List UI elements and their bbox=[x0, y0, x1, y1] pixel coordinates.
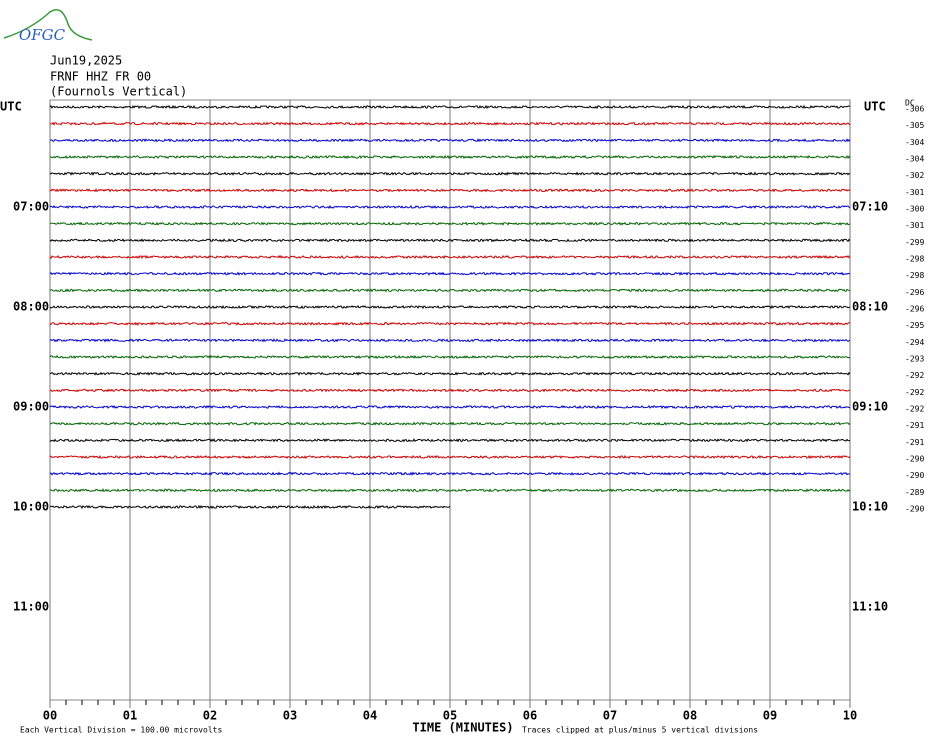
dc-value: -300 bbox=[905, 205, 924, 214]
left-axis-label: UTC bbox=[0, 100, 22, 114]
trace bbox=[49, 171, 851, 176]
trace bbox=[49, 338, 851, 343]
dc-value: -296 bbox=[905, 288, 924, 297]
hour-label: 09:10 bbox=[852, 400, 888, 414]
x-tick-label: 04 bbox=[363, 709, 377, 723]
trace bbox=[49, 238, 851, 243]
hour-label: 07:10 bbox=[852, 200, 888, 214]
x-tick-label: 03 bbox=[283, 709, 297, 723]
dc-value: -299 bbox=[905, 238, 924, 247]
dc-value: -298 bbox=[905, 255, 924, 264]
dc-value: -298 bbox=[905, 271, 924, 280]
trace bbox=[49, 271, 851, 276]
x-tick-label: 05 bbox=[443, 709, 457, 723]
dc-value: -292 bbox=[905, 405, 924, 414]
dc-value: -306 bbox=[905, 105, 924, 114]
x-tick-label: 02 bbox=[203, 709, 217, 723]
trace bbox=[49, 104, 851, 110]
dc-value: -294 bbox=[905, 338, 924, 347]
trace bbox=[49, 454, 851, 460]
dc-value: -302 bbox=[905, 171, 924, 180]
dc-value: -305 bbox=[905, 121, 924, 130]
trace bbox=[49, 288, 851, 293]
dc-value: -290 bbox=[905, 455, 924, 464]
trace bbox=[49, 138, 851, 143]
dc-value: -301 bbox=[905, 188, 924, 197]
x-tick-label: 00 bbox=[43, 709, 57, 723]
logo-arc bbox=[3, 9, 93, 41]
dc-value: -292 bbox=[905, 388, 924, 397]
trace bbox=[49, 154, 851, 160]
trace bbox=[49, 404, 851, 410]
dc-value: -293 bbox=[905, 355, 924, 364]
trace bbox=[49, 504, 451, 510]
title-line: Jun19,2025 bbox=[50, 54, 122, 68]
dc-value: -290 bbox=[905, 471, 924, 480]
dc-value: -304 bbox=[905, 155, 924, 164]
trace bbox=[49, 371, 851, 376]
footer-left: Each Vertical Division = 100.00 microvol… bbox=[20, 726, 222, 735]
hour-label: 08:10 bbox=[852, 300, 888, 314]
dc-value: -289 bbox=[905, 488, 924, 497]
trace bbox=[49, 188, 851, 193]
hour-label: 07:00 bbox=[13, 200, 49, 214]
dc-value: -290 bbox=[905, 505, 924, 514]
trace bbox=[49, 388, 851, 393]
dc-value: -291 bbox=[905, 438, 924, 447]
trace bbox=[49, 438, 851, 443]
dc-label: DC bbox=[905, 99, 915, 108]
dc-value: -295 bbox=[905, 321, 924, 330]
x-tick-label: 07 bbox=[603, 709, 617, 723]
hour-label: 10:00 bbox=[13, 500, 49, 514]
hour-label: 10:10 bbox=[852, 500, 888, 514]
trace bbox=[49, 321, 851, 326]
x-tick-label: 01 bbox=[123, 709, 137, 723]
trace bbox=[49, 121, 851, 126]
dc-value: -291 bbox=[905, 421, 924, 430]
footer-right: Traces clipped at plus/minus 5 vertical … bbox=[522, 726, 758, 735]
trace bbox=[49, 354, 851, 360]
trace bbox=[49, 488, 851, 493]
hour-label: 08:00 bbox=[13, 300, 49, 314]
dc-value: -292 bbox=[905, 371, 924, 380]
x-tick-label: 10 bbox=[843, 709, 857, 723]
hour-label: 11:00 bbox=[13, 600, 49, 614]
title-line: FRNF HHZ FR 00 bbox=[50, 70, 151, 84]
trace bbox=[49, 221, 851, 226]
x-axis-label: TIME (MINUTES) bbox=[412, 721, 513, 735]
dc-value: -296 bbox=[905, 305, 924, 314]
dc-value: -301 bbox=[905, 221, 924, 230]
trace bbox=[49, 304, 851, 310]
trace bbox=[49, 254, 851, 260]
hour-label: 11:10 bbox=[852, 600, 888, 614]
dc-value: -304 bbox=[905, 138, 924, 147]
hour-label: 09:00 bbox=[13, 400, 49, 414]
title-line: (Fournols Vertical) bbox=[50, 85, 187, 99]
trace bbox=[49, 421, 851, 426]
x-tick-label: 06 bbox=[523, 709, 537, 723]
trace bbox=[49, 204, 851, 210]
trace bbox=[49, 471, 851, 476]
x-tick-label: 08 bbox=[683, 709, 697, 723]
x-tick-label: 09 bbox=[763, 709, 777, 723]
logo: OFGC bbox=[19, 26, 66, 44]
right-axis-label: UTC bbox=[864, 100, 886, 114]
